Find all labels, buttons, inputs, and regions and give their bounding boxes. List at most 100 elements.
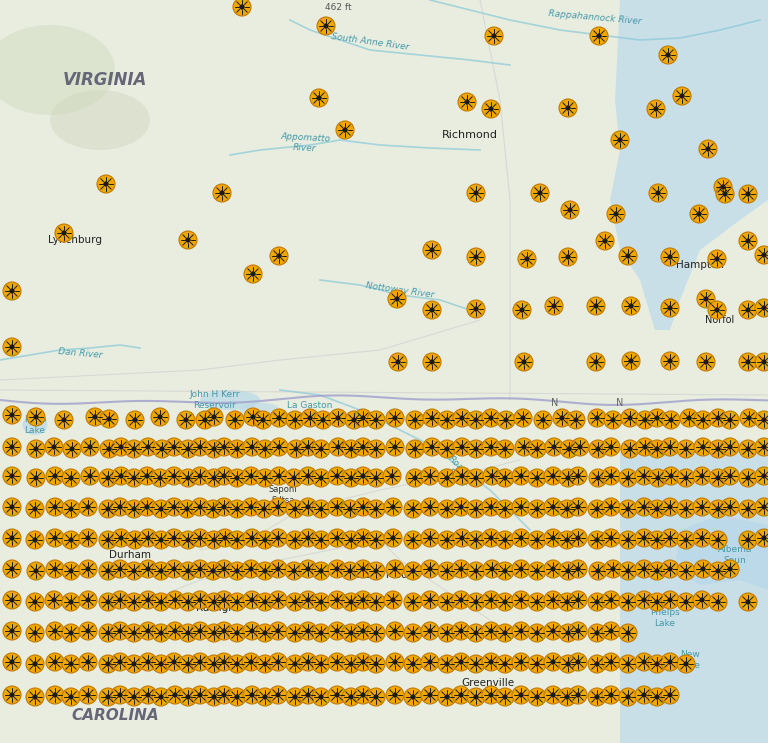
Circle shape (544, 591, 562, 609)
Circle shape (334, 535, 339, 541)
Circle shape (602, 467, 620, 485)
Circle shape (286, 411, 304, 429)
Circle shape (473, 568, 478, 574)
Circle shape (215, 686, 233, 704)
Circle shape (502, 694, 508, 700)
Circle shape (367, 531, 385, 549)
Circle shape (622, 297, 640, 315)
Circle shape (3, 591, 21, 609)
Circle shape (558, 688, 576, 706)
Circle shape (667, 566, 673, 571)
Circle shape (421, 560, 439, 578)
Circle shape (105, 568, 111, 574)
Circle shape (661, 438, 679, 456)
Circle shape (202, 418, 207, 423)
Circle shape (697, 211, 702, 217)
Circle shape (248, 473, 253, 478)
Circle shape (3, 282, 21, 300)
Circle shape (185, 476, 190, 481)
Circle shape (81, 438, 99, 456)
Circle shape (535, 630, 540, 636)
Circle shape (318, 506, 323, 512)
Circle shape (228, 593, 246, 611)
Circle shape (86, 408, 104, 426)
Circle shape (761, 360, 766, 365)
Circle shape (312, 562, 330, 580)
Circle shape (619, 531, 637, 549)
Circle shape (473, 600, 478, 605)
Circle shape (312, 440, 330, 458)
Circle shape (421, 591, 439, 609)
Circle shape (179, 531, 197, 549)
Circle shape (221, 692, 227, 698)
Circle shape (9, 535, 15, 541)
Circle shape (473, 447, 478, 452)
Circle shape (700, 504, 705, 510)
Circle shape (139, 686, 157, 704)
Circle shape (349, 476, 354, 481)
Circle shape (518, 629, 524, 634)
Circle shape (220, 190, 225, 195)
Circle shape (404, 500, 422, 518)
Text: Dan River: Dan River (58, 346, 102, 360)
Circle shape (693, 498, 711, 516)
Text: Durham: Durham (109, 550, 151, 560)
Circle shape (661, 686, 679, 704)
Circle shape (62, 469, 80, 487)
Circle shape (242, 560, 260, 578)
Circle shape (221, 659, 227, 665)
Circle shape (125, 500, 143, 518)
Ellipse shape (50, 90, 150, 150)
Circle shape (559, 624, 577, 642)
Circle shape (51, 597, 57, 603)
Circle shape (46, 498, 64, 516)
Circle shape (482, 100, 500, 118)
Circle shape (404, 531, 422, 549)
Circle shape (312, 593, 330, 611)
Circle shape (221, 597, 227, 603)
Circle shape (106, 447, 111, 452)
Circle shape (569, 529, 587, 547)
Circle shape (608, 444, 614, 450)
Circle shape (761, 444, 766, 450)
Circle shape (608, 473, 614, 478)
Circle shape (421, 498, 439, 516)
Circle shape (32, 537, 38, 542)
Circle shape (608, 629, 614, 634)
Circle shape (538, 190, 543, 195)
Circle shape (496, 562, 514, 580)
Circle shape (234, 476, 240, 481)
Circle shape (256, 469, 274, 487)
Circle shape (312, 469, 330, 487)
Circle shape (488, 659, 494, 665)
Circle shape (619, 655, 637, 673)
Circle shape (276, 473, 282, 478)
Circle shape (132, 537, 137, 542)
Circle shape (286, 500, 304, 518)
Circle shape (654, 415, 660, 421)
Circle shape (604, 560, 622, 578)
Circle shape (334, 504, 339, 510)
Circle shape (68, 537, 74, 542)
Circle shape (286, 531, 304, 549)
Circle shape (427, 692, 432, 698)
Circle shape (312, 531, 330, 549)
Circle shape (299, 653, 317, 671)
Circle shape (452, 591, 470, 609)
Circle shape (482, 622, 500, 640)
Circle shape (240, 4, 245, 10)
Circle shape (677, 562, 695, 580)
Circle shape (587, 353, 605, 371)
Circle shape (551, 692, 556, 698)
Circle shape (473, 506, 478, 512)
Circle shape (33, 447, 38, 452)
Circle shape (312, 500, 330, 518)
Circle shape (512, 591, 530, 609)
Circle shape (205, 624, 223, 642)
Circle shape (654, 506, 660, 512)
Circle shape (518, 566, 524, 571)
Circle shape (318, 630, 323, 636)
Circle shape (521, 444, 527, 450)
Text: Phelps
Lake: Phelps Lake (650, 609, 680, 628)
Circle shape (205, 469, 223, 487)
